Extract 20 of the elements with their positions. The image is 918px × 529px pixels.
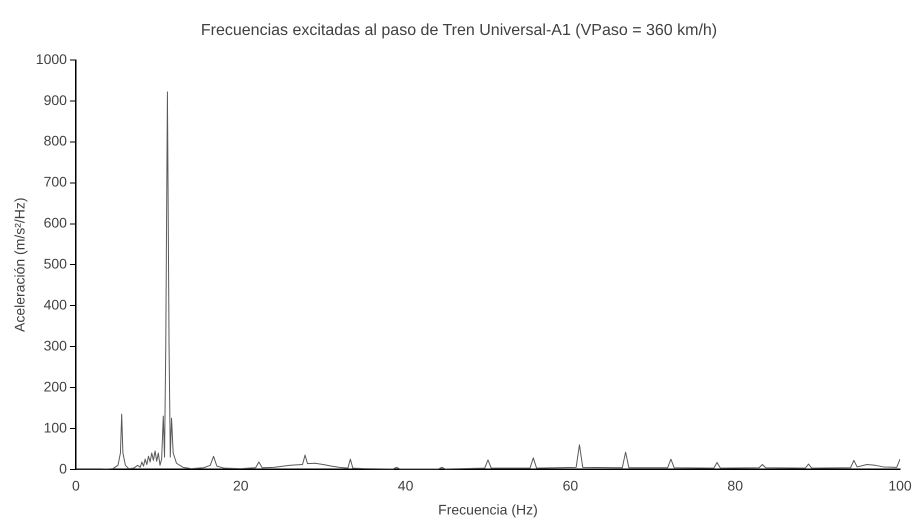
y-tick-label: 500	[44, 256, 68, 272]
y-tick-label: 900	[44, 92, 68, 108]
y-tick-label: 400	[44, 296, 68, 312]
y-axis-title: Aceleración (m/s²/Hz)	[11, 197, 28, 332]
y-tick-label: 200	[44, 378, 68, 394]
chart-title: Frecuencias excitadas al paso de Tren Universal-A1 (VPaso = 360 km/h)	[200, 22, 718, 40]
y-tick-label: 800	[44, 132, 68, 149]
y-tick-label: 1000	[36, 50, 68, 67]
x-tick-label: 100	[888, 478, 912, 494]
x-tick-label: 40	[398, 478, 414, 494]
y-tick-label: 700	[44, 174, 68, 190]
x-tick-label: 20	[232, 478, 249, 494]
y-tick-label: 300	[44, 337, 68, 354]
x-tick-label: 80	[727, 478, 744, 494]
x-tick-label: 0	[72, 478, 80, 494]
x-tick-label: 60	[562, 478, 578, 494]
y-tick-label: 0	[59, 460, 68, 476]
y-tick-label: 100	[44, 419, 68, 436]
x-axis-title: Frecuencia (Hz)	[438, 501, 538, 518]
y-tick-label: 600	[44, 214, 68, 231]
